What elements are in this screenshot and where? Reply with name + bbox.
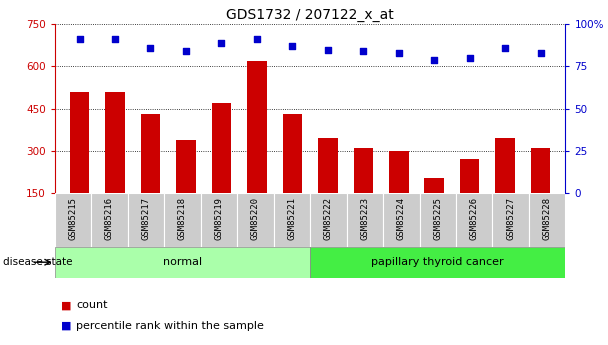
Point [145, 45, 155, 51]
Bar [420, 193, 456, 247]
Bar [318, 138, 337, 193]
Point [216, 40, 226, 46]
Text: percentile rank within the sample: percentile rank within the sample [76, 321, 264, 331]
Bar [496, 138, 515, 193]
Bar [176, 140, 196, 193]
Text: disease state: disease state [3, 257, 72, 267]
Bar [492, 193, 529, 247]
Bar [383, 193, 420, 247]
Text: GSM85228: GSM85228 [543, 197, 551, 240]
Text: GSM85221: GSM85221 [288, 197, 296, 240]
Bar [353, 148, 373, 193]
Title: GDS1732 / 207122_x_at: GDS1732 / 207122_x_at [226, 8, 394, 22]
Point [536, 50, 545, 56]
Point [500, 45, 510, 51]
Text: GSM85227: GSM85227 [506, 197, 515, 240]
Point [110, 37, 120, 42]
Bar [310, 193, 347, 247]
Text: ■: ■ [61, 321, 75, 331]
Point [358, 48, 368, 54]
Bar [105, 92, 125, 193]
Text: GSM85223: GSM85223 [361, 197, 369, 240]
Text: GSM85215: GSM85215 [69, 197, 77, 240]
Bar [212, 103, 231, 193]
Point [75, 37, 85, 42]
Text: GSM85224: GSM85224 [397, 197, 406, 240]
Bar [91, 193, 128, 247]
Bar [531, 148, 550, 193]
Text: ■: ■ [61, 300, 75, 310]
Bar [389, 151, 409, 193]
Point [252, 37, 261, 42]
Bar [424, 178, 444, 193]
Text: papillary thyroid cancer: papillary thyroid cancer [371, 257, 504, 267]
Bar [247, 61, 267, 193]
Bar [283, 114, 302, 193]
Bar [237, 193, 274, 247]
Text: GSM85219: GSM85219 [215, 197, 223, 240]
Bar [274, 193, 310, 247]
Bar [140, 114, 161, 193]
Bar [347, 193, 383, 247]
Bar [529, 193, 565, 247]
Bar [310, 247, 565, 278]
Point [323, 47, 333, 52]
Text: GSM85226: GSM85226 [470, 197, 478, 240]
Text: GSM85216: GSM85216 [105, 197, 114, 240]
Bar [456, 193, 492, 247]
Text: GSM85217: GSM85217 [142, 197, 150, 240]
Text: count: count [76, 300, 108, 310]
Text: GSM85218: GSM85218 [178, 197, 187, 240]
Point [429, 57, 439, 62]
Bar [55, 247, 310, 278]
Point [465, 55, 474, 61]
Text: GSM85220: GSM85220 [251, 197, 260, 240]
Bar [201, 193, 237, 247]
Text: GSM85222: GSM85222 [324, 197, 333, 240]
Bar [128, 193, 164, 247]
Bar [70, 92, 89, 193]
Point [288, 43, 297, 49]
Point [181, 48, 191, 54]
Text: GSM85225: GSM85225 [434, 197, 442, 240]
Bar [55, 193, 91, 247]
Point [394, 50, 404, 56]
Text: normal: normal [163, 257, 202, 267]
Bar [460, 159, 480, 193]
Bar [164, 193, 201, 247]
